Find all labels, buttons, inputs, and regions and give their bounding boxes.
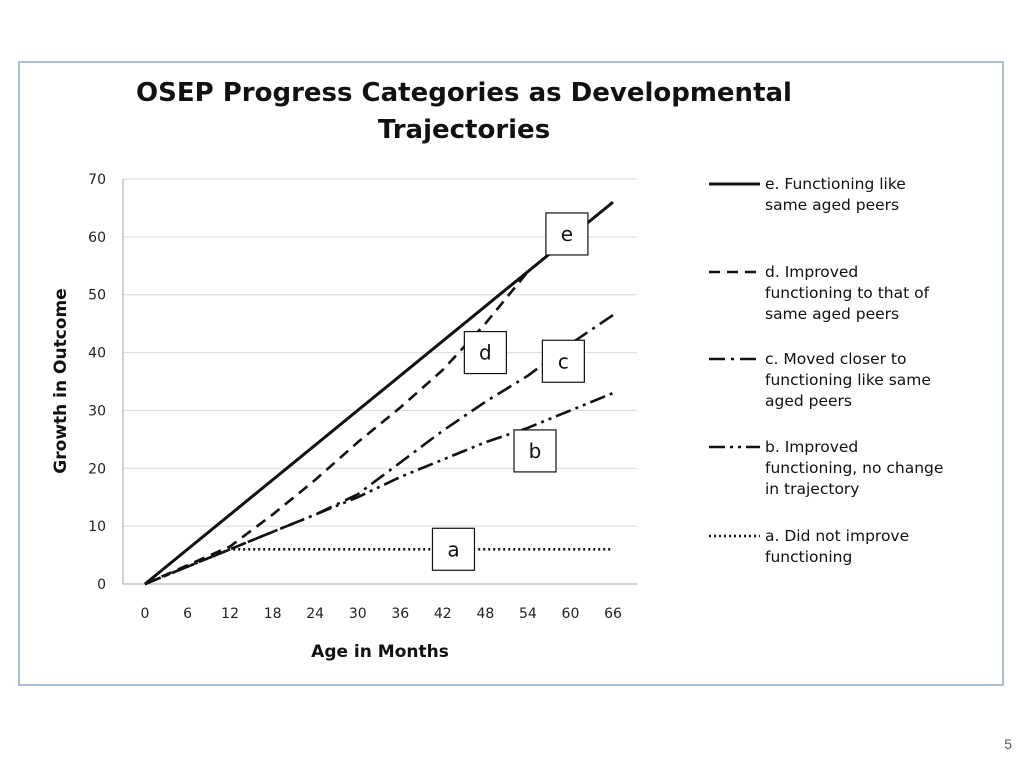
x-tick-label: 30: [349, 606, 367, 622]
box-label-frame: [545, 212, 589, 256]
legend-label-line: a. Did not improve: [765, 527, 909, 545]
series-line-a: [144, 547, 613, 586]
chart-title-line-1: OSEP Progress Categories as Developmenta…: [136, 78, 792, 108]
legend-label-line: functioning to that of: [765, 284, 930, 302]
legend-item-c: c. Moved closer to functioning like same a…: [709, 350, 931, 410]
x-tick-label: 6: [183, 606, 192, 622]
x-axis-title: Age in Months: [311, 642, 449, 662]
legend-item-d: d. Improved functioning to that of same ag…: [709, 263, 930, 323]
legend-label-line: b. Improved: [765, 438, 858, 456]
box-label-text: e: [561, 222, 573, 246]
box-label-a: a: [431, 527, 476, 571]
x-tick-label: 48: [476, 606, 494, 622]
legend-label-line: in trajectory: [765, 480, 859, 498]
legend-label-line: c. Moved closer to: [765, 350, 907, 368]
y-axis-title: Growth in Outcome: [51, 288, 71, 473]
box-label-e: e: [545, 212, 589, 256]
box-label-text: b: [529, 439, 542, 463]
box-label-frame: [541, 339, 585, 383]
box-label-frame: [431, 527, 476, 571]
series-line-e: [144, 200, 614, 586]
series-lines: [144, 200, 614, 586]
legend-label-line: functioning: [765, 548, 852, 566]
y-tick-label: 20: [88, 461, 106, 477]
legend-label-line: functioning, no change: [765, 459, 943, 477]
legend-item-e: e. Functioning like same aged peers: [709, 175, 906, 214]
slide-frame: [18, 61, 1004, 686]
legend-item-a: a. Did not improve functioning: [709, 527, 909, 566]
box-label-text: d: [479, 341, 492, 365]
series-line-b: [144, 391, 614, 586]
x-tick-label: 36: [391, 606, 409, 622]
x-tick-labels: 0 6 12 18 24 30 36 42 48 54 60 66: [141, 606, 622, 622]
legend-item-b: b. Improved functioning, no change in traj…: [709, 438, 943, 498]
legend-label-line: same aged peers: [765, 305, 899, 323]
x-tick-label: 54: [519, 606, 537, 622]
y-tick-labels: 0 10 20 30 40 50 60 70: [88, 172, 106, 593]
box-label-frame: [463, 330, 507, 375]
box-label-d: d: [463, 330, 507, 375]
y-tick-label: 50: [88, 288, 106, 304]
legend-label-line: aged peers: [765, 392, 852, 410]
y-tick-label: 30: [88, 403, 106, 419]
y-tick-label: 10: [88, 519, 106, 535]
legend-label-line: same aged peers: [765, 196, 899, 214]
x-tick-label: 42: [434, 606, 452, 622]
slide-number: 5: [1004, 736, 1012, 752]
y-tick-label: 70: [88, 172, 106, 188]
legend-label-line: d. Improved: [765, 263, 858, 281]
x-tick-label: 12: [221, 606, 239, 622]
chart-title-line-2: Trajectories: [378, 115, 550, 145]
box-label-text: a: [447, 537, 459, 561]
x-tick-label: 66: [604, 606, 622, 622]
x-tick-label: 18: [264, 606, 282, 622]
box-label-c: c: [541, 339, 585, 383]
y-tick-label: 60: [88, 230, 106, 246]
box-label-frame: [513, 429, 557, 473]
series-box-labels: e d c b a: [431, 212, 589, 571]
y-tick-label: 40: [88, 346, 106, 362]
chart-title: OSEP Progress Categories as Developmenta…: [136, 78, 792, 145]
y-tick-label: 0: [97, 577, 106, 593]
x-tick-label: 0: [141, 606, 150, 622]
series-line-d: [144, 270, 529, 586]
x-tick-label: 60: [562, 606, 580, 622]
box-label-text: c: [558, 349, 569, 373]
legend-label-line: functioning like same: [765, 371, 931, 389]
legend-label-line: e. Functioning like: [765, 175, 906, 193]
x-tick-label: 24: [306, 606, 324, 622]
box-label-b: b: [513, 429, 557, 473]
